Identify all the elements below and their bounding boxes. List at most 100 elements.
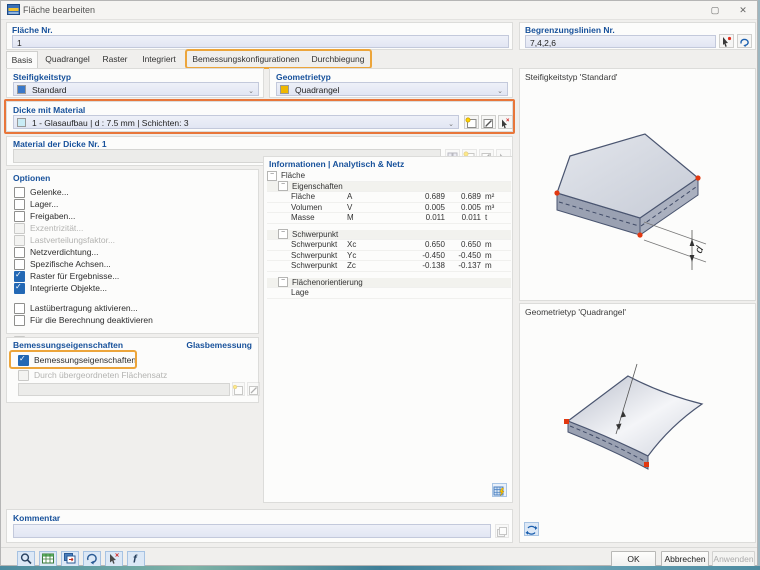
checkbox[interactable] (14, 258, 25, 270)
checkbox[interactable] (14, 270, 25, 282)
info-group-row[interactable]: − Schwerpunkt (267, 229, 511, 240)
deselect-button[interactable]: × (105, 551, 123, 567)
tables-button[interactable] (39, 551, 57, 567)
maximize-button[interactable]: ▢ (710, 5, 720, 15)
titlebar[interactable]: Fläche bearbeiten ▢ ✕ (1, 1, 757, 20)
geometry-type-value: Quadrangel (295, 85, 340, 95)
option-raster-ergebnisse[interactable]: Raster für Ergebnisse... (7, 270, 258, 282)
option-integrierte-objekte[interactable]: Integrierte Objekte... (7, 282, 258, 294)
surface-number-label: Fläche Nr. (12, 25, 53, 35)
stiffness-preview-caption: Steifigkeitstyp 'Standard' (525, 72, 618, 82)
option-gelenke[interactable]: Gelenke... (7, 186, 258, 198)
new-thickness-button[interactable] (464, 115, 479, 129)
tab-durchbiegung[interactable]: Durchbiegung (311, 54, 365, 64)
geometry-preview-panel: Geometrietyp 'Quadrangel' (519, 303, 756, 543)
cancel-button[interactable]: Abbrechen (661, 551, 709, 567)
stiffness-color-swatch (17, 85, 26, 94)
function-button[interactable]: f (127, 551, 145, 567)
edit-surface-set-button[interactable] (247, 382, 260, 396)
magnifier-icon (20, 553, 32, 565)
comment-input[interactable] (13, 524, 491, 538)
rotate-arrow-icon (87, 553, 97, 565)
svg-text:f: f (133, 554, 138, 566)
tab-integriert[interactable]: Integriert (142, 54, 176, 64)
layers-icon (64, 553, 76, 564)
geometry-preview-caption: Geometrietyp 'Quadrangel' (525, 307, 627, 317)
close-button[interactable]: ✕ (739, 5, 747, 15)
option-spezifische-achsen[interactable]: Spezifische Achsen... (7, 258, 258, 270)
design-properties-panel: Bemessungseigenschaften Glasbemessung Be… (6, 337, 260, 403)
copy-icon (497, 527, 507, 537)
info-data-row: Fläche A 0.689 0.689 m² (267, 192, 511, 203)
checkbox[interactable] (14, 198, 25, 210)
thickness-color-swatch (17, 118, 26, 127)
comment-label: Kommentar (13, 513, 61, 523)
svg-text:×: × (506, 118, 510, 124)
option-exzentrizitaet: Exzentrizität... (7, 222, 258, 234)
option-lastverteilungsfaktor: Lastverteilungsfaktor... (7, 234, 258, 246)
option-berechnung-deaktivieren[interactable]: Für die Berechnung deaktivieren (7, 314, 258, 326)
checkbox[interactable] (14, 210, 25, 222)
checkbox[interactable] (14, 314, 25, 326)
stiffness-type-label: Steifigkeitstyp (13, 72, 72, 82)
mesh-settings-button[interactable] (492, 483, 507, 497)
new-surface-set-button[interactable] (232, 382, 245, 396)
option-lager[interactable]: Lager... (7, 198, 258, 210)
information-panel: Informationen | Analytisch & Netz − Fläch… (263, 156, 513, 503)
layers-button[interactable] (61, 551, 79, 567)
tab-basis[interactable]: Basis (6, 51, 38, 68)
tab-quadrangel[interactable]: Quadrangel (45, 54, 90, 64)
surface-number-input[interactable]: 1 (12, 35, 509, 48)
checkbox[interactable] (18, 354, 29, 366)
refresh-icon (525, 525, 538, 535)
pick-cursor-icon (723, 36, 732, 47)
ok-button[interactable]: OK (611, 551, 656, 567)
design-properties-checkbox-row[interactable]: Bemessungseigenschaften (11, 354, 136, 366)
checkbox[interactable] (14, 282, 25, 294)
option-freigaben[interactable]: Freigaben... (7, 210, 258, 222)
geometry-type-select[interactable]: Quadrangel ⌄ (276, 82, 508, 96)
chevron-down-icon: ⌄ (248, 88, 254, 95)
stiffness-type-select[interactable]: Standard ⌄ (13, 82, 259, 96)
edit-thickness-button[interactable] (481, 115, 496, 129)
apply-button: Anwenden (712, 551, 755, 567)
checkbox[interactable] (14, 302, 25, 314)
tab-bemessungskonfigurationen[interactable]: Bemessungskonfigurationen (192, 54, 300, 64)
select-thickness-button[interactable]: × (498, 115, 513, 129)
info-data-row: Schwerpunkt Zc -0.138 -0.137 m (267, 261, 511, 272)
collapse-icon[interactable]: − (278, 229, 288, 240)
tab-raster[interactable]: Raster (102, 54, 128, 64)
checkbox[interactable] (14, 246, 25, 258)
select-lines-button[interactable] (719, 34, 734, 48)
refresh-preview-button[interactable] (524, 522, 539, 536)
app-icon (7, 4, 20, 15)
svg-text:×: × (115, 553, 119, 560)
regenerate-button[interactable] (83, 551, 101, 567)
collapse-icon[interactable]: − (278, 277, 288, 288)
pick-delete-icon: × (502, 118, 510, 129)
option-lastuebertragung[interactable]: Lastübertragung aktivieren... (7, 302, 258, 314)
geometry-type-label: Geometrietyp (276, 72, 331, 82)
thickness-dim-label: d (693, 244, 707, 255)
comment-templates-button[interactable] (495, 524, 509, 538)
stiffness-preview-panel: Steifigkeitstyp 'Standard' d (519, 68, 756, 301)
checkbox[interactable] (14, 186, 25, 198)
reverse-order-button[interactable] (737, 34, 752, 48)
collapse-icon[interactable]: − (267, 170, 277, 181)
comment-group: Kommentar (6, 509, 513, 543)
thickness-material-group: Dicke mit Material 1 - Glasaufbau | d : … (6, 101, 513, 132)
chevron-down-icon: ⌄ (448, 121, 454, 128)
info-group-row[interactable]: − Eigenschaften (267, 181, 511, 192)
option-netzverdichtung[interactable]: Netzverdichtung... (7, 246, 258, 258)
info-group-row[interactable]: − Flächenorientierung (267, 277, 511, 288)
options-title: Optionen (13, 173, 51, 183)
collapse-icon[interactable]: − (278, 181, 288, 192)
checkbox (14, 234, 25, 246)
info-data-row: Lage (267, 288, 511, 299)
info-root-row[interactable]: − Fläche (267, 170, 511, 182)
boundary-lines-input[interactable]: 7,4,2,6 (525, 35, 716, 48)
new-item-icon (465, 117, 477, 128)
information-title: Informationen | Analytisch & Netz (269, 159, 405, 169)
view-button[interactable] (17, 551, 35, 567)
thickness-material-select[interactable]: 1 - Glasaufbau | d : 7.5 mm | Schichten:… (13, 115, 459, 129)
